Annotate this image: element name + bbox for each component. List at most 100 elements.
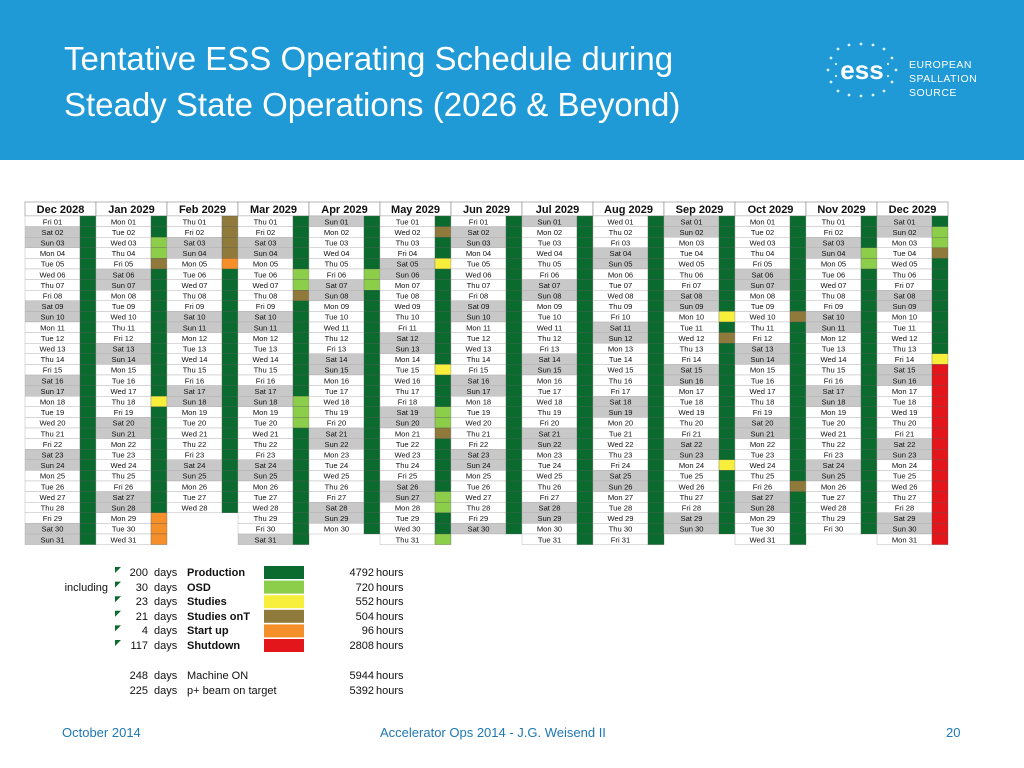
month-header-label: Sep 2029 (676, 204, 724, 216)
day-label: Sat 08 (681, 292, 703, 301)
day-label: Thu 13 (893, 345, 917, 354)
day-status-cell (931, 417, 949, 429)
day-label: Sat 16 (42, 376, 64, 385)
day-label: Fri 27 (327, 493, 346, 502)
day-label: Sun 22 (537, 440, 561, 449)
day-status-cell (860, 215, 878, 227)
day-status-cell (931, 226, 949, 238)
day-label: Sun 27 (395, 493, 419, 502)
day-status-cell (434, 427, 452, 439)
day-label: Sun 17 (40, 387, 64, 396)
day-status-cell (576, 364, 594, 376)
day-status-cell (292, 311, 310, 323)
day-status-cell (931, 268, 949, 280)
day-status-cell (363, 417, 381, 429)
legend-hours: 552 (355, 596, 374, 609)
day-status-cell (718, 438, 736, 450)
day-status-cell (718, 470, 736, 482)
day-status-cell (292, 374, 310, 386)
day-label: Mon 27 (608, 493, 633, 502)
day-label: Fri 17 (611, 387, 630, 396)
day-label: Fri 23 (824, 451, 843, 460)
day-label: Mon 12 (821, 334, 846, 343)
day-label: Mon 19 (253, 408, 278, 417)
day-status-cell (860, 480, 878, 492)
day-status-cell (647, 247, 665, 259)
legend-label: OSD (187, 581, 211, 594)
logo-word-2: SPALLATION (909, 73, 978, 85)
day-status-cell (150, 290, 168, 301)
day-label: Fri 23 (185, 451, 204, 460)
legend-hours-unit: hours (376, 596, 404, 609)
day-label: Sat 17 (184, 387, 206, 396)
day-status-cell (363, 353, 381, 365)
day-status-cell (789, 438, 807, 450)
day-status-cell (221, 417, 239, 429)
day-label: Wed 18 (323, 398, 349, 407)
day-status-cell (505, 353, 523, 365)
day-status-cell (505, 226, 523, 238)
day-label: Tue 11 (680, 323, 703, 332)
day-status-cell (860, 226, 878, 238)
day-label: Wed 11 (324, 323, 349, 332)
day-status-cell (505, 364, 523, 376)
day-status-cell (221, 427, 239, 439)
day-label: Sun 07 (111, 281, 135, 290)
day-status-cell (150, 237, 168, 248)
day-label: Fri 07 (895, 281, 914, 290)
day-status-cell (79, 374, 97, 386)
day-status-cell (647, 279, 665, 291)
day-label: Fri 13 (327, 345, 346, 354)
day-label: Wed 04 (323, 249, 349, 258)
day-label: Fri 29 (43, 514, 62, 523)
ess-logo-mark-icon: ess (826, 42, 898, 98)
day-label: Mon 18 (466, 398, 491, 407)
day-status-cell (363, 374, 381, 386)
day-status-cell (505, 427, 523, 439)
day-status-cell (79, 449, 97, 460)
title-banner (0, 0, 1024, 160)
day-status-cell (647, 290, 665, 301)
day-status-cell (789, 321, 807, 333)
day-status-cell (647, 215, 665, 227)
day-label: Thu 06 (893, 270, 917, 279)
day-label: Thu 16 (609, 376, 633, 385)
day-label: Tue 12 (41, 334, 64, 343)
day-label: Fri 26 (114, 482, 133, 491)
day-status-cell (718, 290, 736, 301)
day-label: Wed 03 (110, 239, 136, 248)
day-label: Mon 02 (537, 228, 562, 237)
day-label: Fri 14 (895, 355, 914, 364)
day-label: Sat 28 (326, 504, 348, 513)
day-status-cell (292, 480, 310, 492)
day-label: Tue 13 (254, 345, 277, 354)
day-status-cell (363, 449, 381, 460)
day-status-cell (576, 438, 594, 450)
day-status-cell (931, 215, 949, 227)
day-status-cell (931, 480, 949, 492)
day-status-cell (434, 290, 452, 301)
day-status-cell (789, 480, 807, 492)
day-label: Thu 27 (680, 493, 704, 502)
day-status-cell (79, 237, 97, 248)
day-status-cell (931, 247, 949, 259)
day-label: Thu 28 (41, 504, 65, 513)
day-status-cell (221, 290, 239, 301)
day-status-cell (292, 279, 310, 291)
day-label: Thu 15 (183, 366, 207, 375)
day-status-cell (434, 268, 452, 280)
day-status-cell (292, 459, 310, 471)
day-label: Thu 08 (822, 292, 846, 301)
day-status-cell (434, 459, 452, 471)
legend-days-unit: days (154, 596, 178, 609)
day-status-cell (789, 247, 807, 259)
day-label: Tue 02 (112, 228, 135, 237)
day-label: Mon 24 (892, 461, 917, 470)
day-label: Sun 30 (892, 525, 916, 534)
day-status-cell (292, 406, 310, 418)
day-status-cell (789, 332, 807, 344)
day-label: Fri 08 (43, 292, 62, 301)
day-label: Mon 17 (892, 387, 917, 396)
day-status-cell (860, 290, 878, 301)
